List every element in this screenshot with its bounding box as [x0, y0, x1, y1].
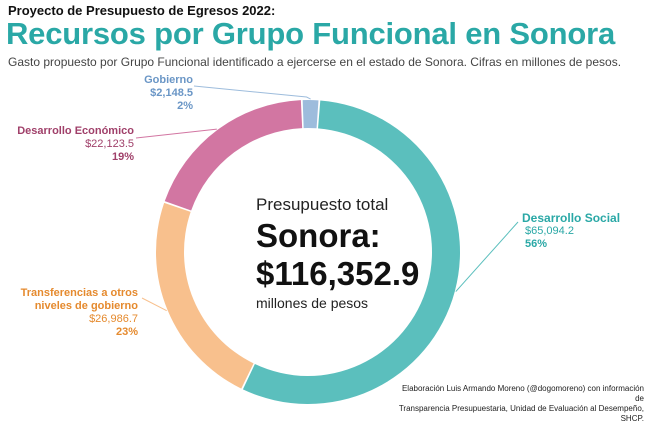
- leader-gobierno: [193, 85, 311, 100]
- label-desarrollo-economico: Desarrollo Económico $22,123.5 19%: [10, 125, 134, 164]
- label-transferencias-percent: 23%: [115, 326, 138, 338]
- kicker-text: Proyecto de Presupuesto de Egresos 2022:: [8, 3, 276, 18]
- leader-desarrollo-economico: [135, 128, 217, 139]
- label-economico-name: Desarrollo Económico: [17, 125, 134, 137]
- leader-desarrollo-social: [455, 221, 519, 292]
- label-gobierno: Gobierno $2,148.5 2%: [113, 74, 193, 113]
- slice-desarrollo-economico: [164, 100, 303, 211]
- label-gobierno-percent: 2%: [177, 100, 193, 112]
- source-credit: Elaboración Luis Armando Moreno (@dogomo…: [392, 384, 644, 424]
- label-transferencias-name-1: Transferencias a otros: [20, 287, 138, 299]
- chart-subtitle: Gasto propuesto por Grupo Funcional iden…: [8, 55, 622, 69]
- label-social-name: Desarrollo Social: [522, 211, 621, 225]
- slice-transferencias: [155, 202, 254, 389]
- label-transferencias-value: $26,986.7: [89, 313, 138, 325]
- label-transferencias: Transferencias a otros niveles de gobier…: [10, 287, 138, 339]
- center-unit: millones de pesos: [256, 295, 369, 311]
- donut-center: Presupuesto total Sonora: $116,352.9 mil…: [256, 195, 456, 311]
- slice-desarrollo-social: [242, 100, 460, 404]
- label-gobierno-name: Gobierno: [144, 74, 193, 86]
- leader-transferencias: [141, 297, 167, 312]
- label-social-value: $65,094.2: [525, 225, 574, 237]
- center-label: Presupuesto total: [256, 195, 389, 214]
- donut-slices: [155, 100, 460, 404]
- credit-line-2: Transparencia Presupuestaria, Unidad de …: [398, 404, 644, 423]
- label-economico-percent: 19%: [111, 151, 134, 163]
- credit-line-1: Elaboración Luis Armando Moreno (@dogomo…: [401, 384, 644, 403]
- leader-lines: [135, 85, 519, 312]
- label-desarrollo-social: Desarrollo Social $65,094.2 56%: [522, 212, 642, 251]
- label-social-percent: 56%: [525, 238, 548, 250]
- center-total-value: $116,352.9: [256, 255, 420, 292]
- label-economico-value: $22,123.5: [85, 138, 134, 150]
- slice-gobierno: [302, 100, 319, 129]
- donut-chart: [135, 85, 519, 404]
- chart-title: Recursos por Grupo Funcional en Sonora: [6, 16, 616, 51]
- label-transferencias-name-2: niveles de gobierno: [34, 300, 138, 312]
- label-gobierno-value: $2,148.5: [150, 87, 193, 99]
- center-state-name: Sonora:: [256, 217, 381, 254]
